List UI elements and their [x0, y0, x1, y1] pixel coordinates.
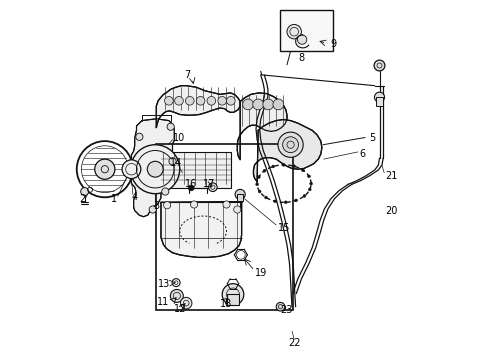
Circle shape — [122, 160, 141, 179]
Circle shape — [130, 145, 179, 194]
Text: 17: 17 — [203, 179, 215, 189]
Circle shape — [301, 169, 304, 172]
Text: 1: 1 — [111, 194, 117, 204]
Circle shape — [252, 99, 263, 110]
Bar — [237, 194, 243, 201]
Text: 7: 7 — [183, 70, 190, 80]
Circle shape — [233, 206, 241, 213]
Text: 9: 9 — [329, 39, 336, 49]
Circle shape — [258, 190, 261, 193]
Circle shape — [136, 133, 142, 140]
Circle shape — [167, 123, 174, 130]
Circle shape — [222, 284, 244, 305]
Circle shape — [284, 201, 286, 204]
Circle shape — [163, 202, 170, 209]
Circle shape — [162, 188, 168, 195]
Circle shape — [218, 96, 226, 105]
Circle shape — [174, 96, 183, 105]
Circle shape — [292, 165, 295, 168]
Circle shape — [264, 196, 267, 199]
Bar — [279, 10, 332, 51]
Circle shape — [95, 159, 115, 179]
Circle shape — [271, 165, 274, 168]
Circle shape — [303, 194, 305, 197]
Polygon shape — [237, 93, 286, 160]
Text: 10: 10 — [172, 132, 184, 143]
Bar — [156, 144, 292, 310]
Text: 4: 4 — [131, 192, 137, 202]
Circle shape — [81, 188, 88, 195]
Circle shape — [286, 24, 301, 39]
Circle shape — [180, 297, 192, 309]
Bar — [375, 97, 382, 106]
Circle shape — [273, 200, 276, 203]
Circle shape — [263, 169, 265, 172]
Text: 19: 19 — [255, 268, 267, 278]
Circle shape — [309, 182, 312, 185]
Circle shape — [282, 137, 298, 153]
Text: 3: 3 — [153, 201, 159, 211]
Circle shape — [164, 96, 173, 105]
Text: 18: 18 — [220, 299, 232, 309]
Text: 23: 23 — [280, 305, 292, 315]
Circle shape — [223, 201, 230, 208]
Circle shape — [307, 188, 310, 191]
Circle shape — [242, 99, 253, 110]
Bar — [161, 152, 231, 188]
Circle shape — [294, 199, 297, 202]
Circle shape — [168, 158, 176, 165]
Text: 2: 2 — [79, 194, 85, 204]
Circle shape — [226, 96, 235, 105]
Circle shape — [257, 176, 260, 179]
Circle shape — [276, 302, 284, 311]
Text: 13: 13 — [158, 279, 170, 289]
Circle shape — [190, 201, 197, 208]
Circle shape — [208, 183, 217, 192]
Circle shape — [188, 185, 194, 191]
Circle shape — [263, 99, 273, 110]
Text: 15: 15 — [277, 222, 289, 233]
Circle shape — [282, 163, 285, 166]
Circle shape — [196, 96, 204, 105]
Circle shape — [255, 183, 258, 186]
Polygon shape — [131, 119, 174, 217]
Circle shape — [206, 96, 215, 105]
Text: 20: 20 — [385, 206, 397, 216]
Circle shape — [277, 132, 303, 157]
Circle shape — [149, 206, 156, 213]
Circle shape — [373, 60, 384, 71]
Polygon shape — [161, 202, 241, 257]
Circle shape — [185, 96, 194, 105]
Circle shape — [374, 92, 384, 102]
Text: 5: 5 — [368, 132, 374, 143]
Circle shape — [170, 289, 183, 302]
Bar — [227, 294, 238, 305]
Circle shape — [297, 35, 306, 44]
Circle shape — [307, 175, 310, 178]
Text: 8: 8 — [298, 53, 304, 63]
Polygon shape — [156, 86, 240, 128]
Polygon shape — [253, 120, 321, 182]
Text: 11: 11 — [157, 297, 169, 307]
Text: 6: 6 — [359, 149, 365, 159]
Circle shape — [235, 189, 244, 199]
Text: 21: 21 — [385, 171, 397, 181]
Circle shape — [272, 99, 283, 110]
Text: 12: 12 — [173, 304, 185, 314]
Circle shape — [147, 161, 163, 177]
Text: 14: 14 — [169, 158, 182, 168]
Text: 16: 16 — [185, 179, 197, 189]
Text: 22: 22 — [287, 338, 300, 348]
